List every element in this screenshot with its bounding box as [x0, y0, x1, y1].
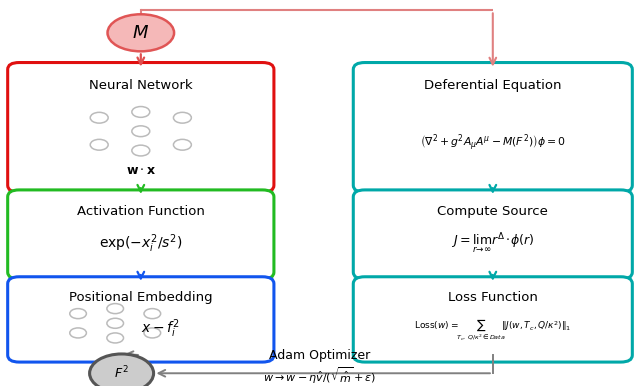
- Circle shape: [90, 354, 154, 386]
- FancyBboxPatch shape: [353, 63, 632, 192]
- Circle shape: [70, 309, 86, 319]
- Text: Activation Function: Activation Function: [77, 205, 205, 218]
- Circle shape: [144, 328, 161, 338]
- Circle shape: [173, 112, 191, 123]
- Text: $x - f_i^2$: $x - f_i^2$: [141, 318, 179, 340]
- Text: Loss Function: Loss Function: [448, 291, 538, 305]
- Circle shape: [107, 318, 124, 328]
- Text: $M$: $M$: [132, 24, 149, 42]
- Circle shape: [132, 107, 150, 117]
- Text: Deferential Equation: Deferential Equation: [424, 79, 561, 92]
- Text: Neural Network: Neural Network: [89, 79, 193, 92]
- FancyBboxPatch shape: [353, 190, 632, 279]
- Circle shape: [132, 145, 150, 156]
- Text: Compute Source: Compute Source: [437, 205, 548, 218]
- Text: $\left(\nabla^2 + g^2 A_\mu A^\mu - M(F^2)\right)\phi = 0$: $\left(\nabla^2 + g^2 A_\mu A^\mu - M(F^…: [420, 132, 566, 153]
- Circle shape: [107, 303, 124, 313]
- Circle shape: [90, 112, 108, 123]
- FancyBboxPatch shape: [8, 277, 274, 362]
- Text: $w \rightarrow w - \eta\hat{v}/(\sqrt{\hat{m}} + \epsilon)$: $w \rightarrow w - \eta\hat{v}/(\sqrt{\h…: [263, 365, 377, 386]
- Text: $\mathrm{Loss}(w) = \!\!\sum_{T_c,\,Q/\kappa^2 \in Data}\!\! \|J(w,T_c,Q/\kappa^: $\mathrm{Loss}(w) = \!\!\sum_{T_c,\,Q/\k…: [414, 317, 572, 343]
- Text: $\mathbf{w} \cdot \mathbf{x}$: $\mathbf{w} \cdot \mathbf{x}$: [125, 164, 156, 177]
- FancyBboxPatch shape: [8, 63, 274, 192]
- Ellipse shape: [108, 14, 174, 51]
- Circle shape: [144, 309, 161, 319]
- Text: Positional Embedding: Positional Embedding: [69, 291, 212, 305]
- FancyBboxPatch shape: [353, 277, 632, 362]
- Text: $\exp(-x_i^2/s^2)$: $\exp(-x_i^2/s^2)$: [99, 233, 182, 256]
- Text: $J = \lim_{r \to \infty} r^{\Delta}\!\cdot\!\phi(r)$: $J = \lim_{r \to \infty} r^{\Delta}\!\cd…: [451, 232, 534, 256]
- Circle shape: [70, 328, 86, 338]
- Circle shape: [132, 126, 150, 137]
- FancyBboxPatch shape: [8, 190, 274, 279]
- Text: $F^2$: $F^2$: [115, 365, 129, 382]
- Circle shape: [107, 333, 124, 343]
- Text: Adam Optimizer: Adam Optimizer: [269, 349, 371, 362]
- Circle shape: [90, 139, 108, 150]
- Circle shape: [173, 139, 191, 150]
